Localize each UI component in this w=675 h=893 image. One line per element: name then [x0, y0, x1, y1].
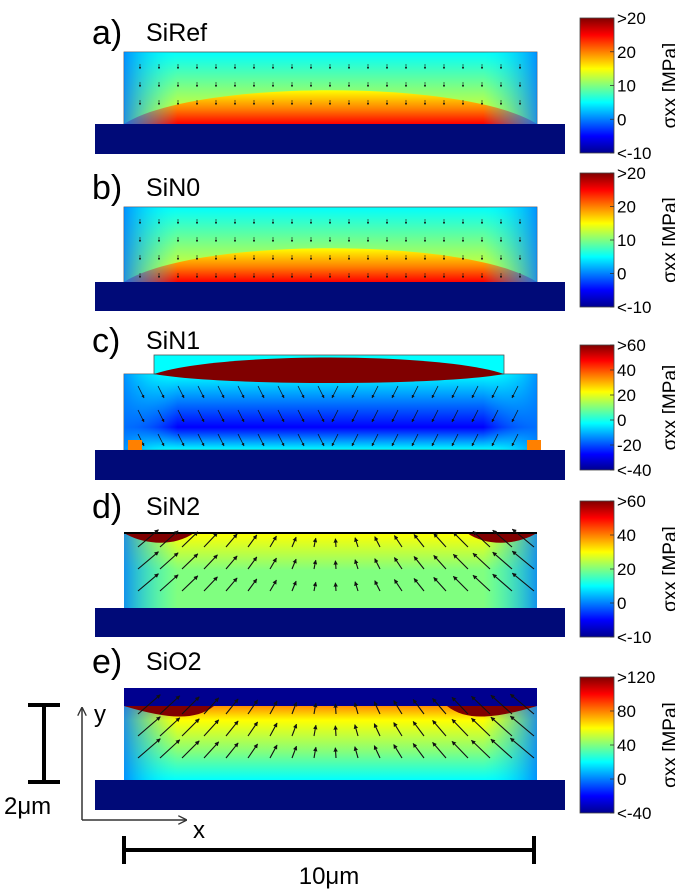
colorbar-tick-label: 20	[617, 43, 636, 62]
colorbar-tick-label: 40	[617, 736, 636, 755]
colorbar-tick-label: <-40	[617, 804, 652, 823]
colorbar-tick-label: 40	[617, 361, 636, 380]
panel-d-colorbar: >60 40 20 0 <-10 σxx [MPa]	[579, 492, 675, 647]
vertical-scale-label: 2μm	[4, 793, 51, 820]
panel-b-stress-map	[95, 206, 565, 311]
colorbar-tick-label: <-10	[617, 144, 652, 163]
panel-a: a) SiRef >20 20 10 0 <-10 σxx [MPa]	[92, 9, 675, 163]
colorbar-tick-label: -20	[617, 436, 642, 455]
panel-e-stress-map	[95, 688, 565, 810]
panel-e-letter: e)	[92, 643, 122, 681]
panel-a-stress-map	[95, 51, 565, 154]
colorbar-tick-label: >20	[617, 9, 646, 28]
colorbar-tick-label: 0	[617, 770, 626, 789]
horizontal-scale-bar: 10μm	[122, 836, 536, 890]
colorbar-tick-label: <-10	[617, 298, 652, 317]
panel-e-title: SiO2	[146, 648, 202, 676]
colorbar-tick-label: 20	[617, 198, 636, 217]
panel-a-colorbar: >20 20 10 0 <-10 σxx [MPa]	[579, 9, 675, 163]
colorbar-label: σxx [MPa]	[660, 365, 675, 451]
horizontal-scale-label: 10μm	[299, 863, 360, 890]
colorbar-tick-label: >120	[617, 668, 655, 687]
colorbar-label: σxx [MPa]	[660, 197, 675, 283]
colorbar-tick-label: 0	[617, 594, 626, 613]
colorbar-tick-label: 0	[617, 265, 626, 284]
colorbar-tick-label: >20	[617, 164, 646, 183]
colorbar-tick-label: 20	[617, 560, 636, 579]
y-axis-label: y	[94, 701, 106, 728]
panel-c: c) SiN1 >60 40 20 0 -20 <-40 σxx [MPa]	[92, 322, 675, 480]
panel-c-letter: c)	[92, 322, 120, 360]
colorbar-tick-label: 0	[617, 411, 626, 430]
colorbar-tick-label: >60	[617, 336, 646, 355]
colorbar-tick-label: 10	[617, 231, 636, 250]
colorbar-label: σxx [MPa]	[660, 526, 675, 612]
panel-a-title: SiRef	[146, 19, 207, 47]
panel-a-letter: a)	[92, 14, 122, 52]
panel-d-stress-map	[95, 528, 565, 637]
panel-b-colorbar: >20 20 10 0 <-10 σxx [MPa]	[579, 164, 675, 317]
panel-e-colorbar: >120 80 40 0 <-40 σxx [MPa]	[579, 668, 675, 823]
colorbar-label: σxx [MPa]	[660, 702, 675, 788]
panel-d-title: SiN2	[146, 493, 200, 521]
panel-e: e) SiO2 >120 80 40 0 <-40 σxx [MPa]	[92, 643, 675, 823]
panel-b: b) SiN0 >20 20 10 0 <-10 σxx [MPa]	[92, 164, 675, 317]
colorbar-tick-label: 20	[617, 386, 636, 405]
x-axis-label: x	[193, 817, 205, 844]
colorbar-tick-label: 40	[617, 526, 636, 545]
coordinate-axes: y x	[82, 701, 205, 844]
colorbar-tick-label: <-10	[617, 628, 652, 647]
colorbar-tick-label: <-40	[617, 461, 652, 480]
panel-d: d) SiN2 >60 40 20 0 <-10 σxx [MPa]	[92, 488, 675, 647]
panel-b-title: SiN0	[146, 174, 200, 202]
panel-c-title: SiN1	[146, 327, 200, 355]
colorbar-tick-label: 10	[617, 77, 636, 96]
panel-b-letter: b)	[92, 169, 122, 207]
colorbar-tick-label: 80	[617, 702, 636, 721]
panel-d-letter: d)	[92, 488, 122, 526]
colorbar-tick-label: 0	[617, 110, 626, 129]
panel-c-colorbar: >60 40 20 0 -20 <-40 σxx [MPa]	[579, 336, 675, 480]
colorbar-tick-label: >60	[617, 492, 646, 511]
panel-c-stress-map	[95, 354, 565, 480]
vertical-scale-bar: 2μm	[4, 703, 60, 820]
colorbar-label: σxx [MPa]	[660, 43, 675, 129]
